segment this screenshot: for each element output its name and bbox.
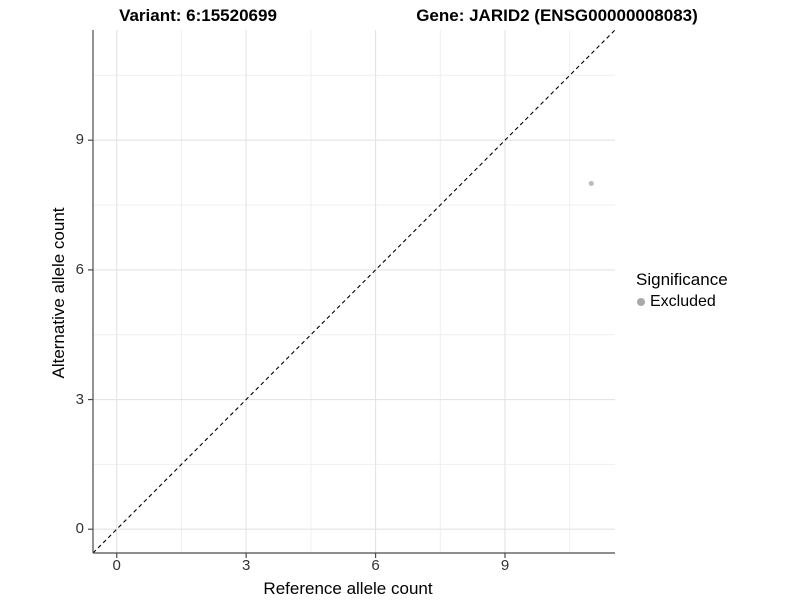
- y-tick-label: 6: [75, 260, 84, 278]
- x-tick-label: 6: [371, 557, 380, 574]
- identity-reference-line: [92, 29, 616, 554]
- legend-point-icon: [637, 298, 645, 306]
- x-tick-label: 0: [112, 557, 121, 574]
- y-tick-label: 9: [75, 131, 84, 149]
- plot-title-variant: Variant: 6:15520699: [119, 6, 277, 25]
- x-axis-label: Reference allele count: [263, 579, 433, 598]
- legend-item-label: Excluded: [650, 293, 716, 310]
- y-tick-label: 0: [75, 520, 84, 538]
- legend-item-excluded: Excluded: [636, 293, 728, 311]
- legend-title: Significance: [636, 270, 728, 289]
- x-tick-label: 9: [500, 557, 510, 574]
- plot-title-gene: Gene: JARID2 (ENSG00000008083): [416, 6, 698, 25]
- y-tick-label: 3: [75, 390, 84, 408]
- x-tick-label: 3: [241, 557, 251, 574]
- legend: Significance Excluded: [636, 270, 728, 311]
- data-point-excluded: [588, 180, 594, 187]
